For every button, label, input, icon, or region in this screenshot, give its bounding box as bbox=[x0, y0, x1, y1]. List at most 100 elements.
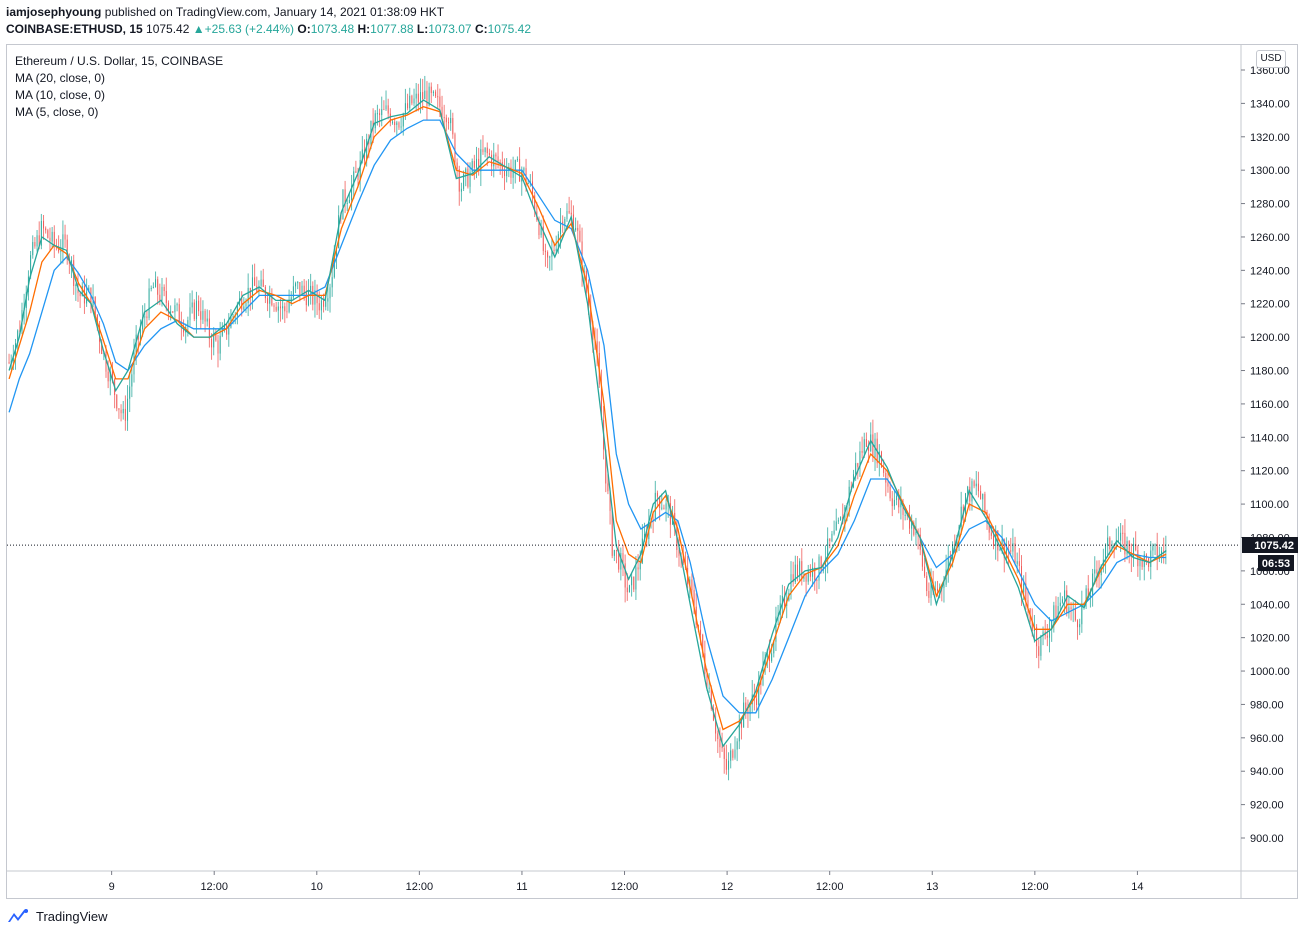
close-value: 1075.42 bbox=[487, 22, 532, 36]
candle-body bbox=[60, 250, 62, 252]
candle-body bbox=[374, 113, 376, 129]
candle-body bbox=[379, 113, 381, 116]
candle-body bbox=[286, 311, 288, 313]
legend-ma5[interactable]: MA (5, close, 0) bbox=[15, 105, 99, 119]
candle-body bbox=[109, 371, 111, 382]
candle-body bbox=[562, 221, 564, 225]
candle-body bbox=[915, 531, 917, 535]
candle-body bbox=[183, 327, 185, 333]
candle-body bbox=[258, 285, 260, 293]
candle-body bbox=[443, 117, 445, 119]
price-tick-label: 1220.00 bbox=[1250, 299, 1290, 311]
candle-body bbox=[120, 409, 122, 414]
legend-ma20[interactable]: MA (20, close, 0) bbox=[15, 71, 106, 85]
candle-body bbox=[857, 463, 859, 467]
candle-body bbox=[609, 491, 611, 511]
candle-body bbox=[187, 320, 189, 328]
candle-body bbox=[83, 286, 85, 304]
ohlc-line: COINBASE:ETHUSD, 15 1075.42 ▲+25.63 (+2.… bbox=[6, 22, 531, 36]
legend-ma10[interactable]: MA (10, close, 0) bbox=[15, 88, 106, 102]
candle-body bbox=[977, 483, 979, 492]
candle-body bbox=[385, 105, 387, 110]
candle-body bbox=[219, 335, 221, 354]
candle-body bbox=[396, 122, 398, 126]
candle-body bbox=[331, 277, 333, 288]
candle-body bbox=[1018, 561, 1020, 566]
candle-body bbox=[32, 242, 34, 256]
candle-body bbox=[753, 694, 755, 699]
candle-body bbox=[426, 90, 428, 106]
low-value: 1073.07 bbox=[428, 22, 472, 36]
candle-body bbox=[577, 227, 579, 231]
candle-body bbox=[654, 492, 656, 521]
candle-body bbox=[514, 160, 516, 171]
price-axis: 900.00 920.00 940.00 960.00 980.00 1000.00 102… bbox=[1241, 65, 1290, 845]
candle-body bbox=[499, 162, 501, 164]
candle-body bbox=[700, 629, 702, 635]
high-label: H: bbox=[357, 22, 371, 36]
candle-body bbox=[805, 573, 807, 582]
candle-body bbox=[139, 329, 141, 340]
candle-body bbox=[430, 86, 432, 94]
candle-body bbox=[859, 451, 861, 467]
candle-body bbox=[71, 260, 73, 264]
candle-body bbox=[633, 576, 635, 590]
candle-body bbox=[893, 499, 895, 507]
price-tick-label: 1240.00 bbox=[1250, 265, 1290, 277]
candle-body bbox=[1152, 545, 1154, 551]
tradingview-logo[interactable]: TradingView bbox=[6, 908, 108, 924]
candle-body bbox=[491, 154, 493, 167]
candle-body bbox=[333, 257, 335, 278]
candle-body bbox=[36, 235, 38, 247]
candle-body bbox=[17, 330, 19, 344]
candle-body bbox=[202, 310, 204, 320]
candle-body bbox=[389, 113, 391, 123]
candle-body bbox=[174, 305, 176, 313]
candle-body bbox=[678, 549, 680, 556]
candle-body bbox=[454, 134, 456, 163]
candle-body bbox=[512, 170, 514, 178]
candle-body bbox=[12, 358, 14, 362]
candle-body bbox=[575, 227, 577, 231]
candle-body bbox=[796, 564, 798, 577]
candle-body bbox=[150, 288, 152, 290]
chart-title[interactable]: Ethereum / U.S. Dollar, 15, COINBASE bbox=[15, 54, 224, 68]
candle-body bbox=[111, 371, 113, 380]
candle-body bbox=[732, 750, 734, 758]
ma-layer bbox=[8, 99, 1167, 748]
candle-body bbox=[715, 720, 717, 734]
candle-body bbox=[844, 507, 846, 525]
time-tick-label: 9 bbox=[109, 881, 115, 893]
candle-body bbox=[1049, 628, 1051, 638]
candle-body bbox=[473, 161, 475, 168]
candle-body bbox=[855, 463, 857, 475]
candle-body bbox=[476, 158, 478, 168]
currency-button[interactable]: USD bbox=[1256, 50, 1286, 68]
candle-body bbox=[415, 93, 417, 99]
candle-body bbox=[605, 449, 607, 484]
candle-layer bbox=[8, 75, 1167, 781]
candle-body bbox=[320, 300, 322, 311]
candle-body bbox=[943, 584, 945, 589]
candle-body bbox=[249, 287, 251, 299]
candle-body bbox=[812, 567, 814, 577]
candle-body bbox=[45, 228, 47, 231]
candle-body bbox=[232, 316, 234, 318]
candle-body bbox=[458, 169, 460, 192]
ma-line-5 bbox=[8, 99, 1167, 748]
candle-body bbox=[865, 439, 867, 447]
candle-body bbox=[745, 702, 747, 711]
author-name[interactable]: iamjosephyoung bbox=[6, 5, 102, 19]
candle-body bbox=[1096, 569, 1098, 574]
candle-body bbox=[327, 298, 329, 302]
candle-body bbox=[303, 285, 305, 293]
candle-body bbox=[411, 95, 413, 104]
candle-body bbox=[30, 255, 32, 277]
candle-body bbox=[568, 210, 570, 213]
candle-body bbox=[738, 721, 740, 742]
candle-body bbox=[708, 687, 710, 689]
candle-body bbox=[279, 306, 281, 309]
candle-body bbox=[781, 595, 783, 604]
candle-body bbox=[215, 335, 217, 341]
